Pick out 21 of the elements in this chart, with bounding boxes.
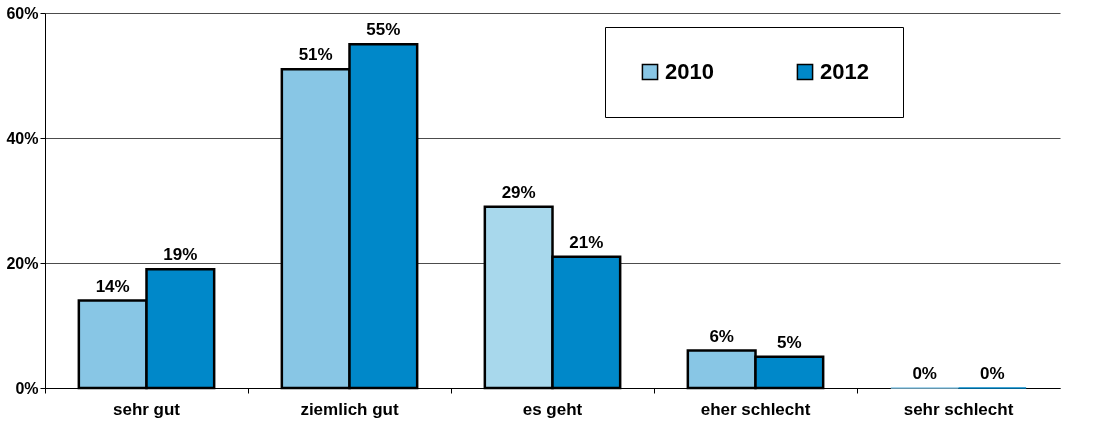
data-label: 21% <box>569 232 604 252</box>
data-label: 14% <box>95 276 130 296</box>
data-label: 29% <box>501 182 536 202</box>
data-label: 0% <box>980 364 1005 383</box>
data-label: 5% <box>777 332 802 352</box>
legend-label: 2012 <box>820 59 869 84</box>
data-label: 55% <box>366 20 401 40</box>
y-tick-label: 0% <box>15 379 39 397</box>
y-tick-label: 40% <box>6 129 39 147</box>
x-tick-label: sehr schlecht <box>903 399 1014 419</box>
data-label: 6% <box>709 326 734 346</box>
data-label: 19% <box>163 245 198 265</box>
x-tick-label: es geht <box>522 399 583 419</box>
data-label: 51% <box>298 45 333 65</box>
x-tick-label: sehr gut <box>112 399 181 419</box>
data-label: 0% <box>912 364 937 383</box>
x-tick-label: eher schlecht <box>700 399 811 419</box>
legend-label: 2010 <box>665 59 714 84</box>
x-tick-label: ziemlich gut <box>300 399 399 419</box>
y-tick-label: 20% <box>6 254 39 272</box>
y-tick-label: 60% <box>6 4 39 22</box>
